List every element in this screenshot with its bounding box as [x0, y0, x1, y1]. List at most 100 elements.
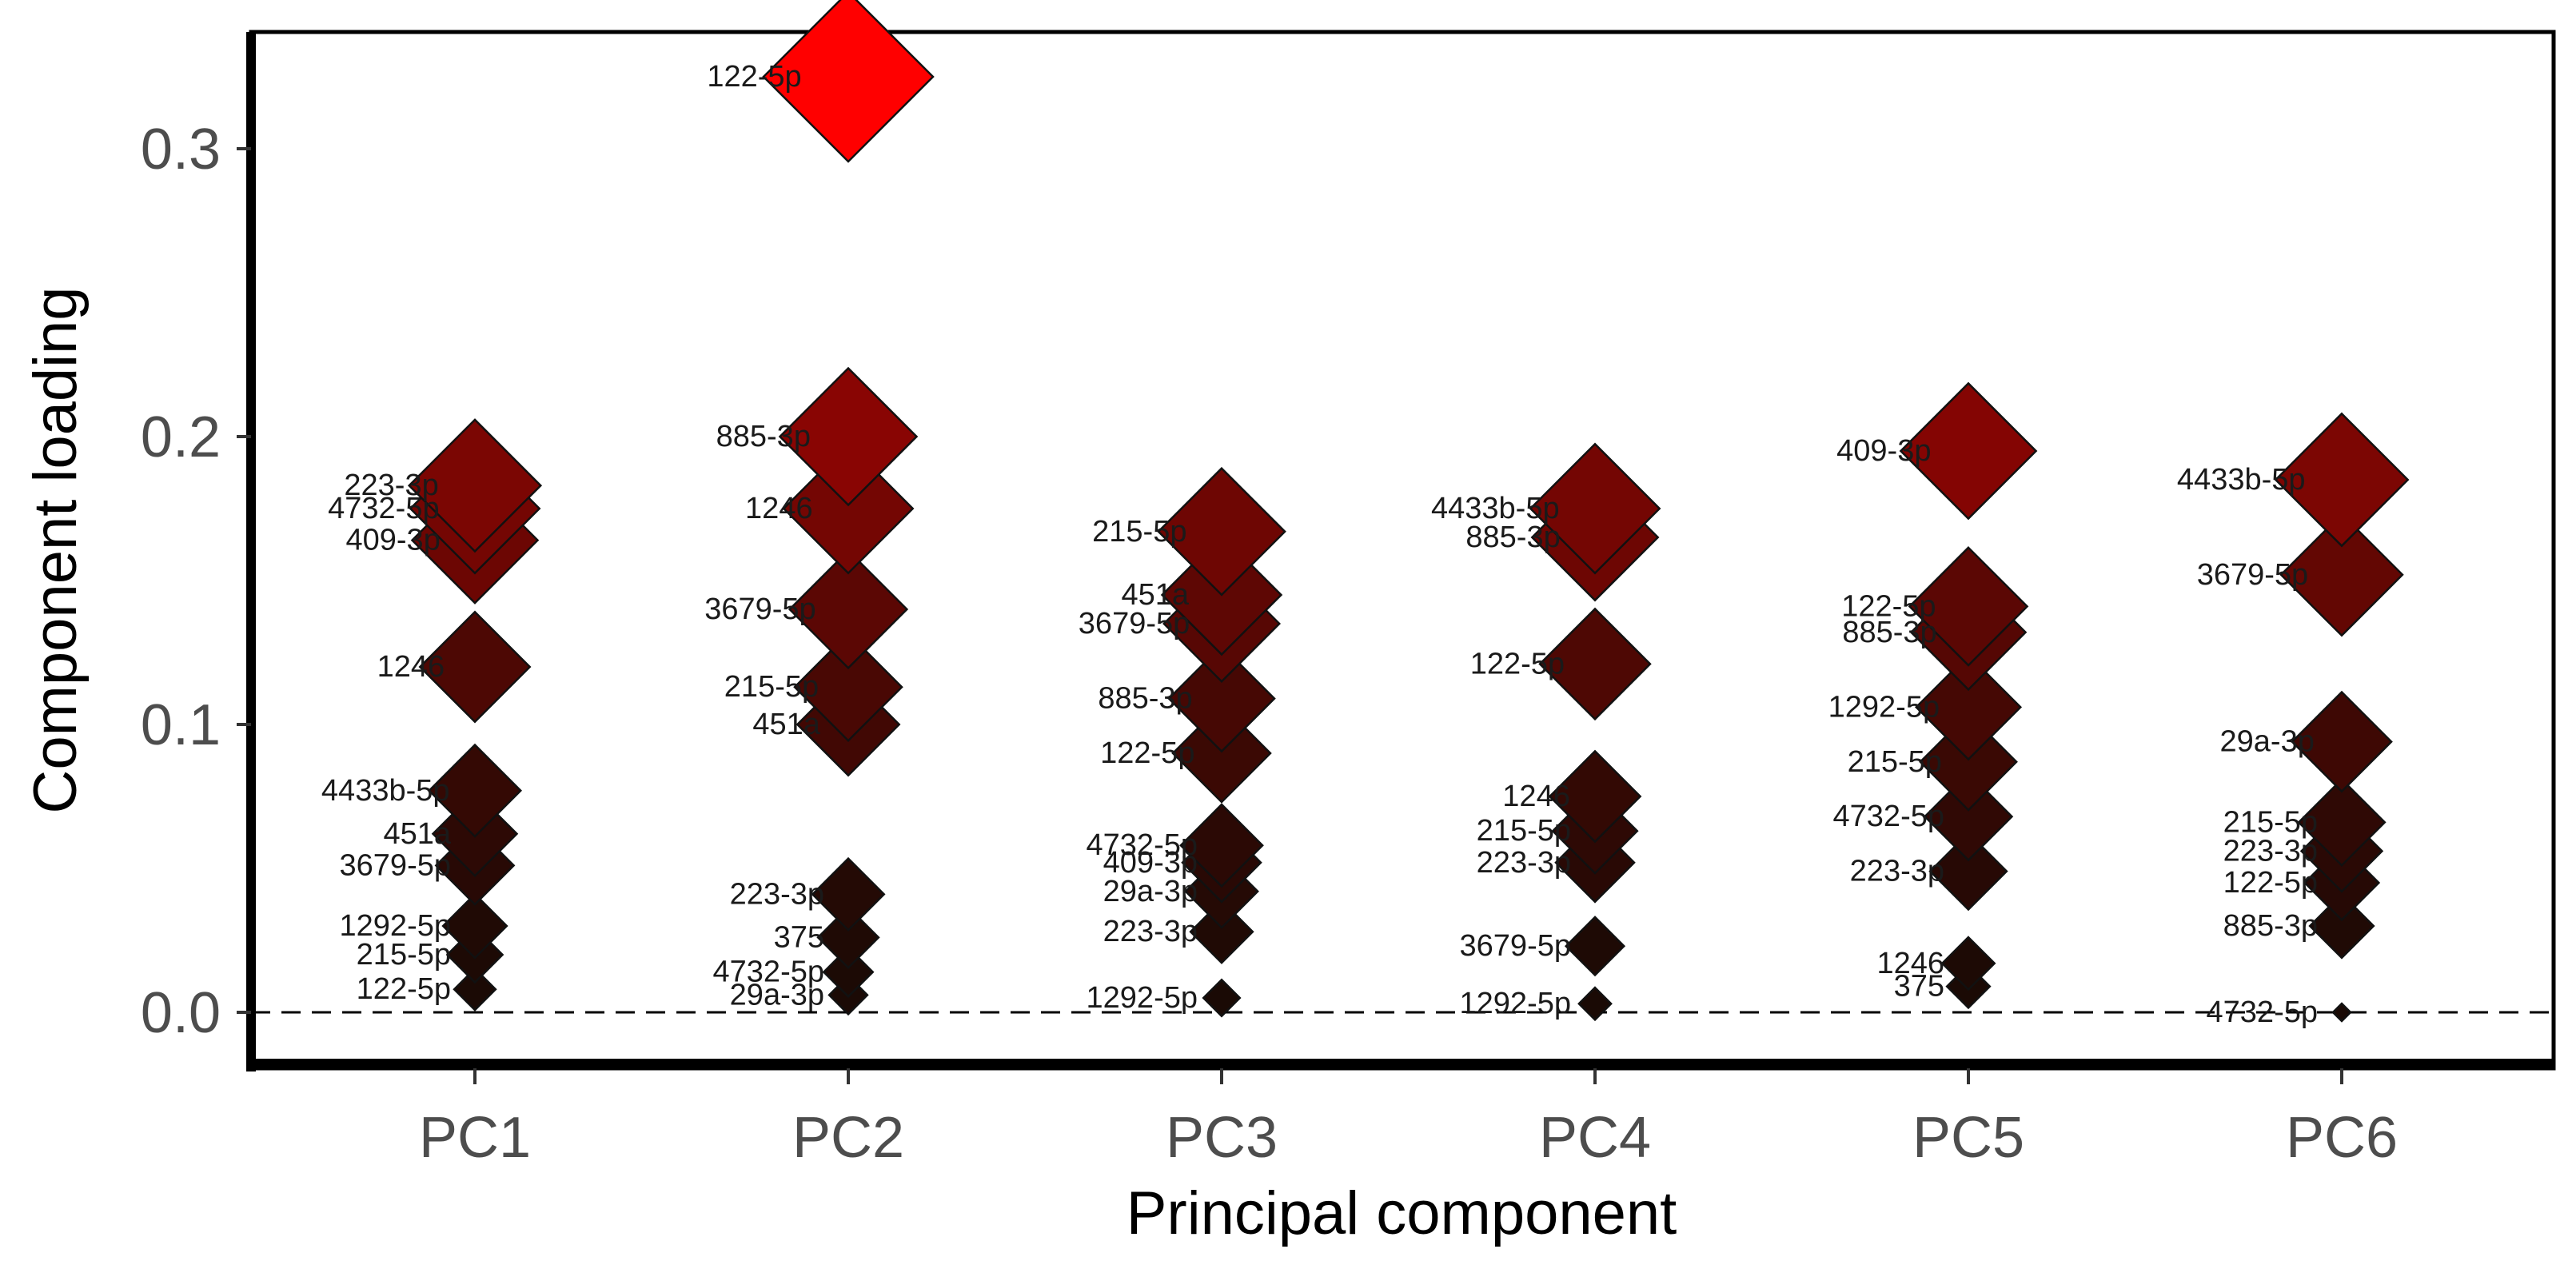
- axis-lines: [246, 32, 2554, 1071]
- loading-point: [427, 743, 523, 838]
- point-label: 223-3p: [344, 469, 438, 502]
- loading-point: [441, 892, 508, 960]
- point-label: 1292-5p: [1828, 690, 1940, 724]
- loading-point: [778, 366, 919, 507]
- point-label: 223-3p: [1477, 846, 1571, 880]
- point-label: 885-3p: [1465, 521, 1560, 554]
- point-label: 122-5p: [2223, 866, 2318, 900]
- point-label: 3679-5p: [340, 848, 451, 882]
- y-tick-label: 0.2: [141, 405, 221, 469]
- loading-point: [1538, 607, 1652, 721]
- point-label: 409-3p: [1103, 846, 1198, 880]
- point-label: 409-3p: [1836, 434, 1931, 468]
- loading-point: [2274, 412, 2410, 548]
- point-label: 3679-5p: [704, 593, 815, 626]
- loading-point: [2297, 777, 2387, 867]
- point-label: 215-5p: [1092, 515, 1186, 549]
- point-label: 1246: [1876, 947, 1944, 980]
- loading-point: [1202, 978, 1242, 1018]
- point-label: 885-3p: [1098, 682, 1192, 716]
- loading-point: [1529, 442, 1661, 575]
- loading-point: [782, 442, 915, 575]
- point-label: 122-5p: [357, 972, 451, 1006]
- loading-point: [2291, 690, 2393, 793]
- point-label: 223-3p: [2223, 834, 2318, 868]
- loading-point: [407, 418, 543, 553]
- point-label: 4732-5p: [1833, 800, 1944, 833]
- loading-point: [1899, 381, 2038, 521]
- loading-point: [788, 549, 909, 670]
- x-tick-label: PC6: [2286, 1106, 2398, 1170]
- point-label: 3679-5p: [2197, 558, 2308, 592]
- x-axis-title: Principal component: [1127, 1179, 1677, 1247]
- point-label: 1292-5p: [1087, 981, 1198, 1015]
- loading-point: [811, 856, 886, 932]
- loading-point: [762, 0, 935, 163]
- point-label: 1246: [377, 650, 445, 684]
- loading-point: [1928, 831, 2008, 912]
- point-label: 3679-5p: [1079, 607, 1190, 640]
- point-label: 4433b-5p: [1431, 492, 1560, 525]
- point-label: 215-5p: [724, 670, 819, 704]
- point-label: 1292-5p: [340, 909, 451, 943]
- point-label: 885-3p: [1842, 616, 1936, 649]
- point-label: 122-5p: [1470, 647, 1565, 680]
- point-label: 4433b-5p: [321, 774, 450, 808]
- loading-point: [1914, 653, 2023, 761]
- point-label: 451a: [1122, 578, 1190, 612]
- x-axis-ticks: PC1 PC2 PC3 PC4 PC5 PC6: [419, 1068, 2398, 1170]
- point-label: 1292-5p: [1460, 987, 1571, 1020]
- point-label: 223-3p: [1103, 915, 1198, 948]
- point-label: 3679-5p: [1460, 929, 1571, 963]
- loading-point: [1577, 986, 1613, 1022]
- x-tick-label: PC5: [1912, 1106, 2024, 1170]
- loading-point: [1919, 712, 2018, 812]
- point-label: 4732-5p: [713, 956, 824, 989]
- loading-point: [1171, 703, 1272, 804]
- loading-point: [2308, 892, 2375, 960]
- point-label: 4732-5p: [2207, 996, 2318, 1029]
- loading-point: [418, 610, 532, 724]
- loading-point: [1564, 916, 1626, 977]
- point-label: 215-5p: [357, 938, 451, 972]
- point-label: 29a-3p: [2220, 725, 2315, 759]
- loading-point: [1940, 936, 1996, 992]
- y-tick-label: 0.3: [141, 118, 221, 182]
- y-tick-label: 0.0: [141, 981, 221, 1045]
- point-label: 1246: [1502, 780, 1570, 813]
- loading-point: [1189, 899, 1254, 964]
- point-label: 375: [1894, 970, 1944, 1004]
- x-tick-label: PC4: [1539, 1106, 1651, 1170]
- point-label: 885-3p: [716, 420, 811, 453]
- point-label: 451a: [752, 708, 820, 741]
- point-label: 122-5p: [1841, 589, 1936, 623]
- point-label: 375: [774, 920, 824, 954]
- y-tick-label: 0.1: [141, 693, 221, 757]
- point-label: 4732-5p: [1087, 828, 1198, 862]
- loading-point: [793, 632, 903, 742]
- loading-point: [1908, 546, 2029, 667]
- y-axis-title: Component loading: [22, 286, 90, 813]
- loading-point: [2331, 1002, 2352, 1023]
- point-label: 215-5p: [2223, 805, 2318, 839]
- point-label: 29a-3p: [1103, 875, 1198, 908]
- loading-point: [822, 946, 875, 999]
- point-label: 451a: [383, 817, 451, 851]
- loading-point: [1167, 644, 1276, 753]
- point-label: 223-3p: [730, 877, 824, 911]
- point-label: 409-3p: [346, 524, 441, 557]
- loading-point: [1548, 749, 1642, 844]
- point-label: 122-5p: [707, 60, 801, 94]
- point-label: 223-3p: [1850, 855, 1944, 888]
- loading-point: [1157, 466, 1286, 597]
- loading-point: [453, 967, 497, 1012]
- point-label: 215-5p: [1477, 814, 1571, 848]
- point-label: 122-5p: [1100, 736, 1194, 770]
- x-tick-label: PC2: [792, 1106, 904, 1170]
- point-label: 4433b-5p: [2177, 463, 2306, 497]
- point-label: 29a-3p: [730, 978, 824, 1012]
- x-tick-label: PC1: [419, 1106, 531, 1170]
